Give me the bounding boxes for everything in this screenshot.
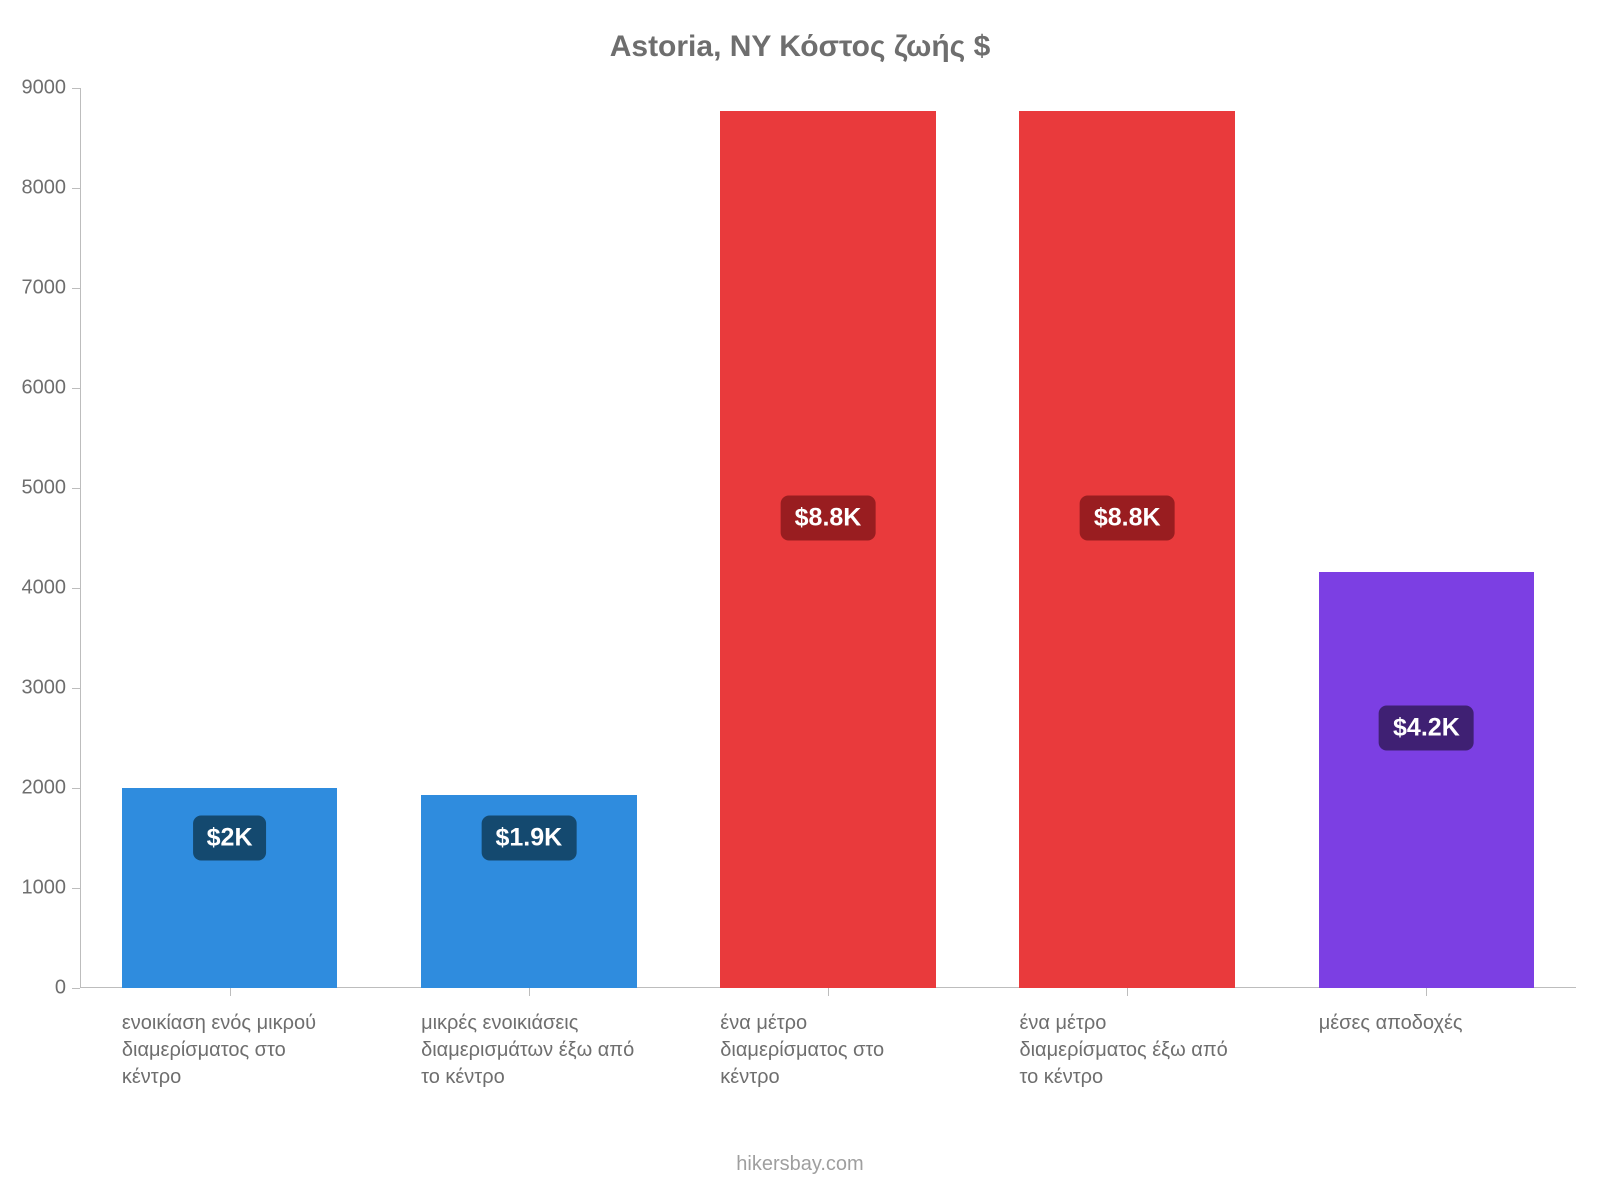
x-category-label: μέσες αποδοχές [1319,988,1534,1037]
y-tick-label: 7000 [22,277,81,300]
bar-value-label: $1.9K [481,816,576,861]
y-tick-label: 2000 [22,777,81,800]
bar-value-label: $2K [193,816,267,861]
bar-value-label: $8.8K [1080,496,1175,541]
y-tick-label: 1000 [22,877,81,900]
footer-attribution: hikersbay.com [0,1153,1600,1176]
bar-value-label: $4.2K [1379,706,1474,751]
chart-title: Astoria, NY Κόστος ζωής $ [0,30,1600,64]
y-tick-label: 8000 [22,177,81,200]
x-category-label: μικρές ενοικιάσεις διαμερισμάτων έξω από… [421,988,636,1091]
y-axis-line [80,88,81,988]
bar [1319,572,1534,988]
x-category-label: ένα μέτρο διαμερίσματος έξω από το κέντρ… [1019,988,1234,1091]
plot-area: 0100020003000400050006000700080009000$2K… [80,88,1576,988]
y-tick-label: 9000 [22,77,81,100]
y-tick-label: 0 [55,977,80,1000]
y-tick-label: 3000 [22,677,81,700]
y-tick-label: 5000 [22,477,81,500]
bar [720,111,935,988]
y-tick-label: 4000 [22,577,81,600]
bar-value-label: $8.8K [781,496,876,541]
bar [1019,111,1234,988]
x-category-label: ένα μέτρο διαμερίσματος στο κέντρο [720,988,935,1091]
y-tick-label: 6000 [22,377,81,400]
x-category-label: ενοικίαση ενός μικρού διαμερίσματος στο … [122,988,337,1091]
cost-of-living-chart: Astoria, NY Κόστος ζωής $ 01000200030004… [0,0,1600,1200]
